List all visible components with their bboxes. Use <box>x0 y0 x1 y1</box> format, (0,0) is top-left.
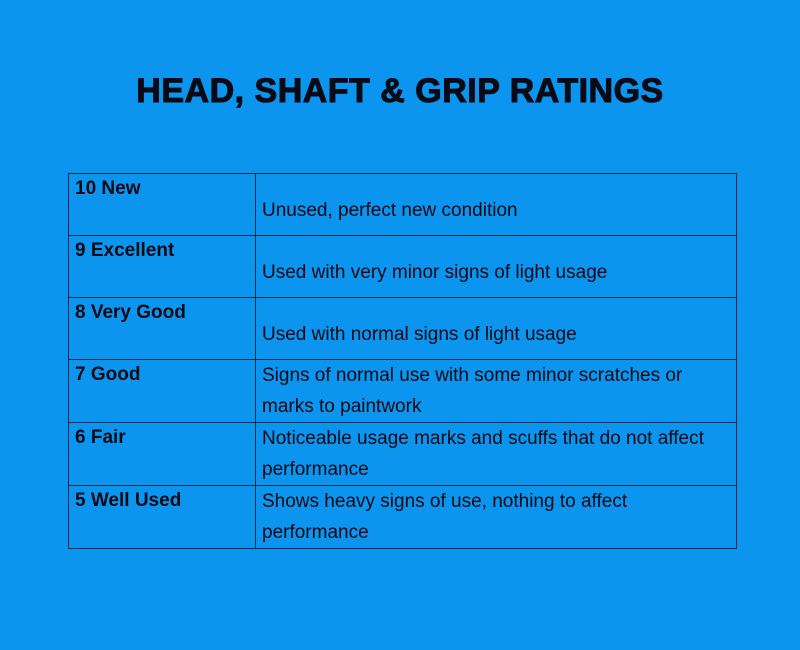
table-row: 10 New Unused, perfect new condition <box>68 173 737 236</box>
description-cell: Noticeable usage marks and scuffs that d… <box>255 422 737 486</box>
rating-cell: 6 Fair <box>68 422 256 486</box>
rating-cell: 9 Excellent <box>68 235 256 298</box>
description-cell: Shows heavy signs of use, nothing to aff… <box>255 485 737 549</box>
table-row: 6 Fair Noticeable usage marks and scuffs … <box>68 422 737 486</box>
description-cell: Signs of normal use with some minor scra… <box>255 359 737 423</box>
table-row: 9 Excellent Used with very minor signs of… <box>68 235 737 298</box>
rating-cell: 7 Good <box>68 359 256 423</box>
description-cell: Used with very minor signs of light usag… <box>255 235 737 298</box>
rating-cell: 5 Well Used <box>68 485 256 549</box>
ratings-table: 10 New Unused, perfect new condition 9 Ex… <box>68 173 737 549</box>
page-title: HEAD, SHAFT & GRIP RATINGS <box>136 72 664 111</box>
rating-cell: 8 Very Good <box>68 297 256 360</box>
table-row: 8 Very Good Used with normal signs of lig… <box>68 297 737 360</box>
rating-cell: 10 New <box>68 173 256 236</box>
description-cell: Unused, perfect new condition <box>255 173 737 236</box>
table-row: 7 Good Signs of normal use with some mino… <box>68 359 737 423</box>
table-row: 5 Well Used Shows heavy signs of use, not… <box>68 485 737 549</box>
description-cell: Used with normal signs of light usage <box>255 297 737 360</box>
